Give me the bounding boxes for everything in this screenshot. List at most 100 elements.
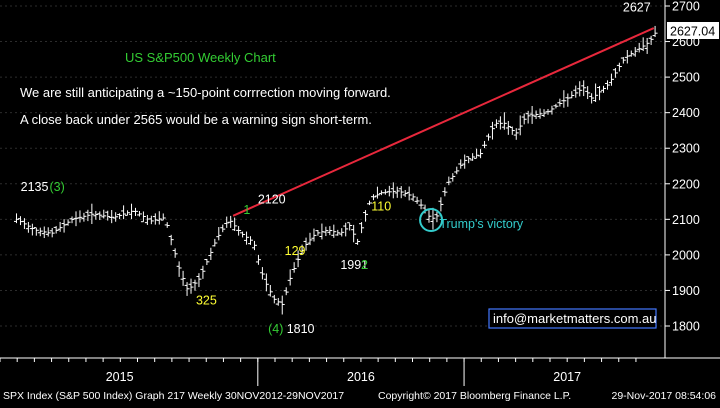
ohlc-bar-12 xyxy=(61,219,67,233)
ohlc-bar-78 xyxy=(323,226,329,237)
annotation-3: (4) xyxy=(268,322,283,336)
ohlc-bar-32 xyxy=(140,211,146,223)
commentary-line-1: We are still anticipating a ~150-point c… xyxy=(20,85,391,100)
ohlc-bar-40 xyxy=(172,248,178,258)
ohlc-bar-88 xyxy=(363,210,369,222)
footer-right: 29-Nov-2017 08:54:06 xyxy=(612,390,717,402)
ohlc-bar-147 xyxy=(597,85,603,101)
ohlc-bar-117 xyxy=(478,149,484,159)
ohlc-bar-128 xyxy=(521,113,527,125)
ohlc-bar-21 xyxy=(97,211,103,221)
ohlc-bars xyxy=(14,25,658,315)
ohlc-bar-155 xyxy=(628,50,634,57)
ohlc-bar-45 xyxy=(192,279,198,291)
ohlc-bar-87 xyxy=(359,222,365,234)
ohlc-bar-160 xyxy=(648,35,654,45)
ohlc-bar-126 xyxy=(513,128,519,140)
footer-bar xyxy=(0,386,720,403)
ohlc-bar-152 xyxy=(616,62,622,72)
ohlc-bar-98 xyxy=(402,189,408,197)
info-email[interactable]: info@marketmatters.com.au xyxy=(493,311,656,326)
annotation-10: 110 xyxy=(371,199,391,213)
ohlc-bar-135 xyxy=(549,105,555,115)
ohlc-bar-50 xyxy=(212,238,218,247)
ohlc-bar-44 xyxy=(188,278,194,294)
chart-title: US S&P500 Weekly Chart xyxy=(125,50,276,65)
ohlc-bar-110 xyxy=(450,173,456,182)
annotation-5: 2120 xyxy=(258,192,286,206)
info-box xyxy=(488,308,657,329)
y-tick-1900: 1900 xyxy=(672,284,700,298)
ohlc-bar-121 xyxy=(493,119,499,129)
y-tick-2100: 2100 xyxy=(672,213,700,227)
ohlc-bar-0 xyxy=(14,213,19,224)
ohlc-bar-18 xyxy=(85,209,91,222)
x-year-2017: 2017 xyxy=(553,370,581,384)
ohlc-bar-9 xyxy=(49,228,55,238)
ohlc-bar-34 xyxy=(148,215,154,225)
ohlc-bar-20 xyxy=(93,210,99,220)
ohlc-bar-129 xyxy=(525,110,531,124)
annotation-2: 325 xyxy=(196,294,217,308)
last-price-label: 2627.04 xyxy=(670,25,715,39)
x-year-2015: 2015 xyxy=(106,370,134,384)
ohlc-bar-124 xyxy=(505,120,511,135)
ohlc-bar-104 xyxy=(426,209,432,223)
ohlc-bar-82 xyxy=(339,228,345,237)
ohlc-bar-86 xyxy=(355,238,361,245)
ohlc-bar-154 xyxy=(624,49,630,64)
ohlc-bar-151 xyxy=(612,67,618,78)
ohlc-bar-122 xyxy=(497,116,503,130)
ohlc-bar-54 xyxy=(228,215,234,228)
ohlc-bar-115 xyxy=(470,153,476,161)
ohlc-bar-114 xyxy=(466,156,472,164)
ohlc-bar-112 xyxy=(458,159,464,169)
ohlc-bar-43 xyxy=(184,282,190,296)
ohlc-bar-123 xyxy=(501,112,507,130)
ohlc-bar-75 xyxy=(311,228,317,242)
ohlc-bar-153 xyxy=(620,57,626,64)
ohlc-bar-95 xyxy=(390,182,396,199)
ohlc-bar-62 xyxy=(259,267,265,280)
ohlc-bar-10 xyxy=(53,226,59,234)
annotation-9: 2 xyxy=(361,258,368,272)
ohlc-bar-116 xyxy=(474,148,480,159)
annotation-12: 2627 xyxy=(623,0,651,14)
ohlc-bar-6 xyxy=(37,227,43,237)
annotation-6: 1 xyxy=(243,203,250,217)
x-year-2016: 2016 xyxy=(347,370,375,384)
ohlc-bar-4 xyxy=(29,223,35,236)
ohlc-bar-96 xyxy=(394,186,400,198)
ohlc-bar-22 xyxy=(101,209,107,219)
ohlc-bar-139 xyxy=(565,93,571,107)
ohlc-bar-69 xyxy=(287,269,293,286)
ohlc-bar-8 xyxy=(45,227,51,237)
ohlc-bar-137 xyxy=(557,98,563,107)
ohlc-bar-25 xyxy=(113,212,119,222)
ohlc-bar-134 xyxy=(545,108,551,115)
y-tick-2400: 2400 xyxy=(672,106,700,120)
ohlc-bar-156 xyxy=(632,47,638,57)
last-price-box xyxy=(667,22,719,39)
ohlc-bar-107 xyxy=(438,197,444,212)
ohlc-bar-14 xyxy=(69,216,75,224)
y-tick-2000: 2000 xyxy=(672,248,700,262)
ohlc-bar-93 xyxy=(382,189,388,195)
ohlc-bar-101 xyxy=(414,196,420,204)
ohlc-bar-130 xyxy=(529,105,535,124)
ohlc-bar-64 xyxy=(267,284,273,297)
ohlc-bar-59 xyxy=(248,236,254,245)
ohlc-bar-56 xyxy=(236,226,242,236)
ohlc-bar-99 xyxy=(406,186,412,201)
ohlc-bar-161 xyxy=(652,25,658,38)
ohlc-bar-28 xyxy=(125,210,131,216)
ohlc-bar-102 xyxy=(418,199,424,210)
ohlc-bar-120 xyxy=(489,121,495,140)
ohlc-bar-11 xyxy=(57,221,63,232)
annotation-0: 2135 xyxy=(21,180,49,194)
ohlc-bar-67 xyxy=(279,295,285,315)
ohlc-bar-63 xyxy=(263,273,269,292)
ohlc-bar-84 xyxy=(347,222,353,231)
ohlc-bar-141 xyxy=(573,85,579,98)
